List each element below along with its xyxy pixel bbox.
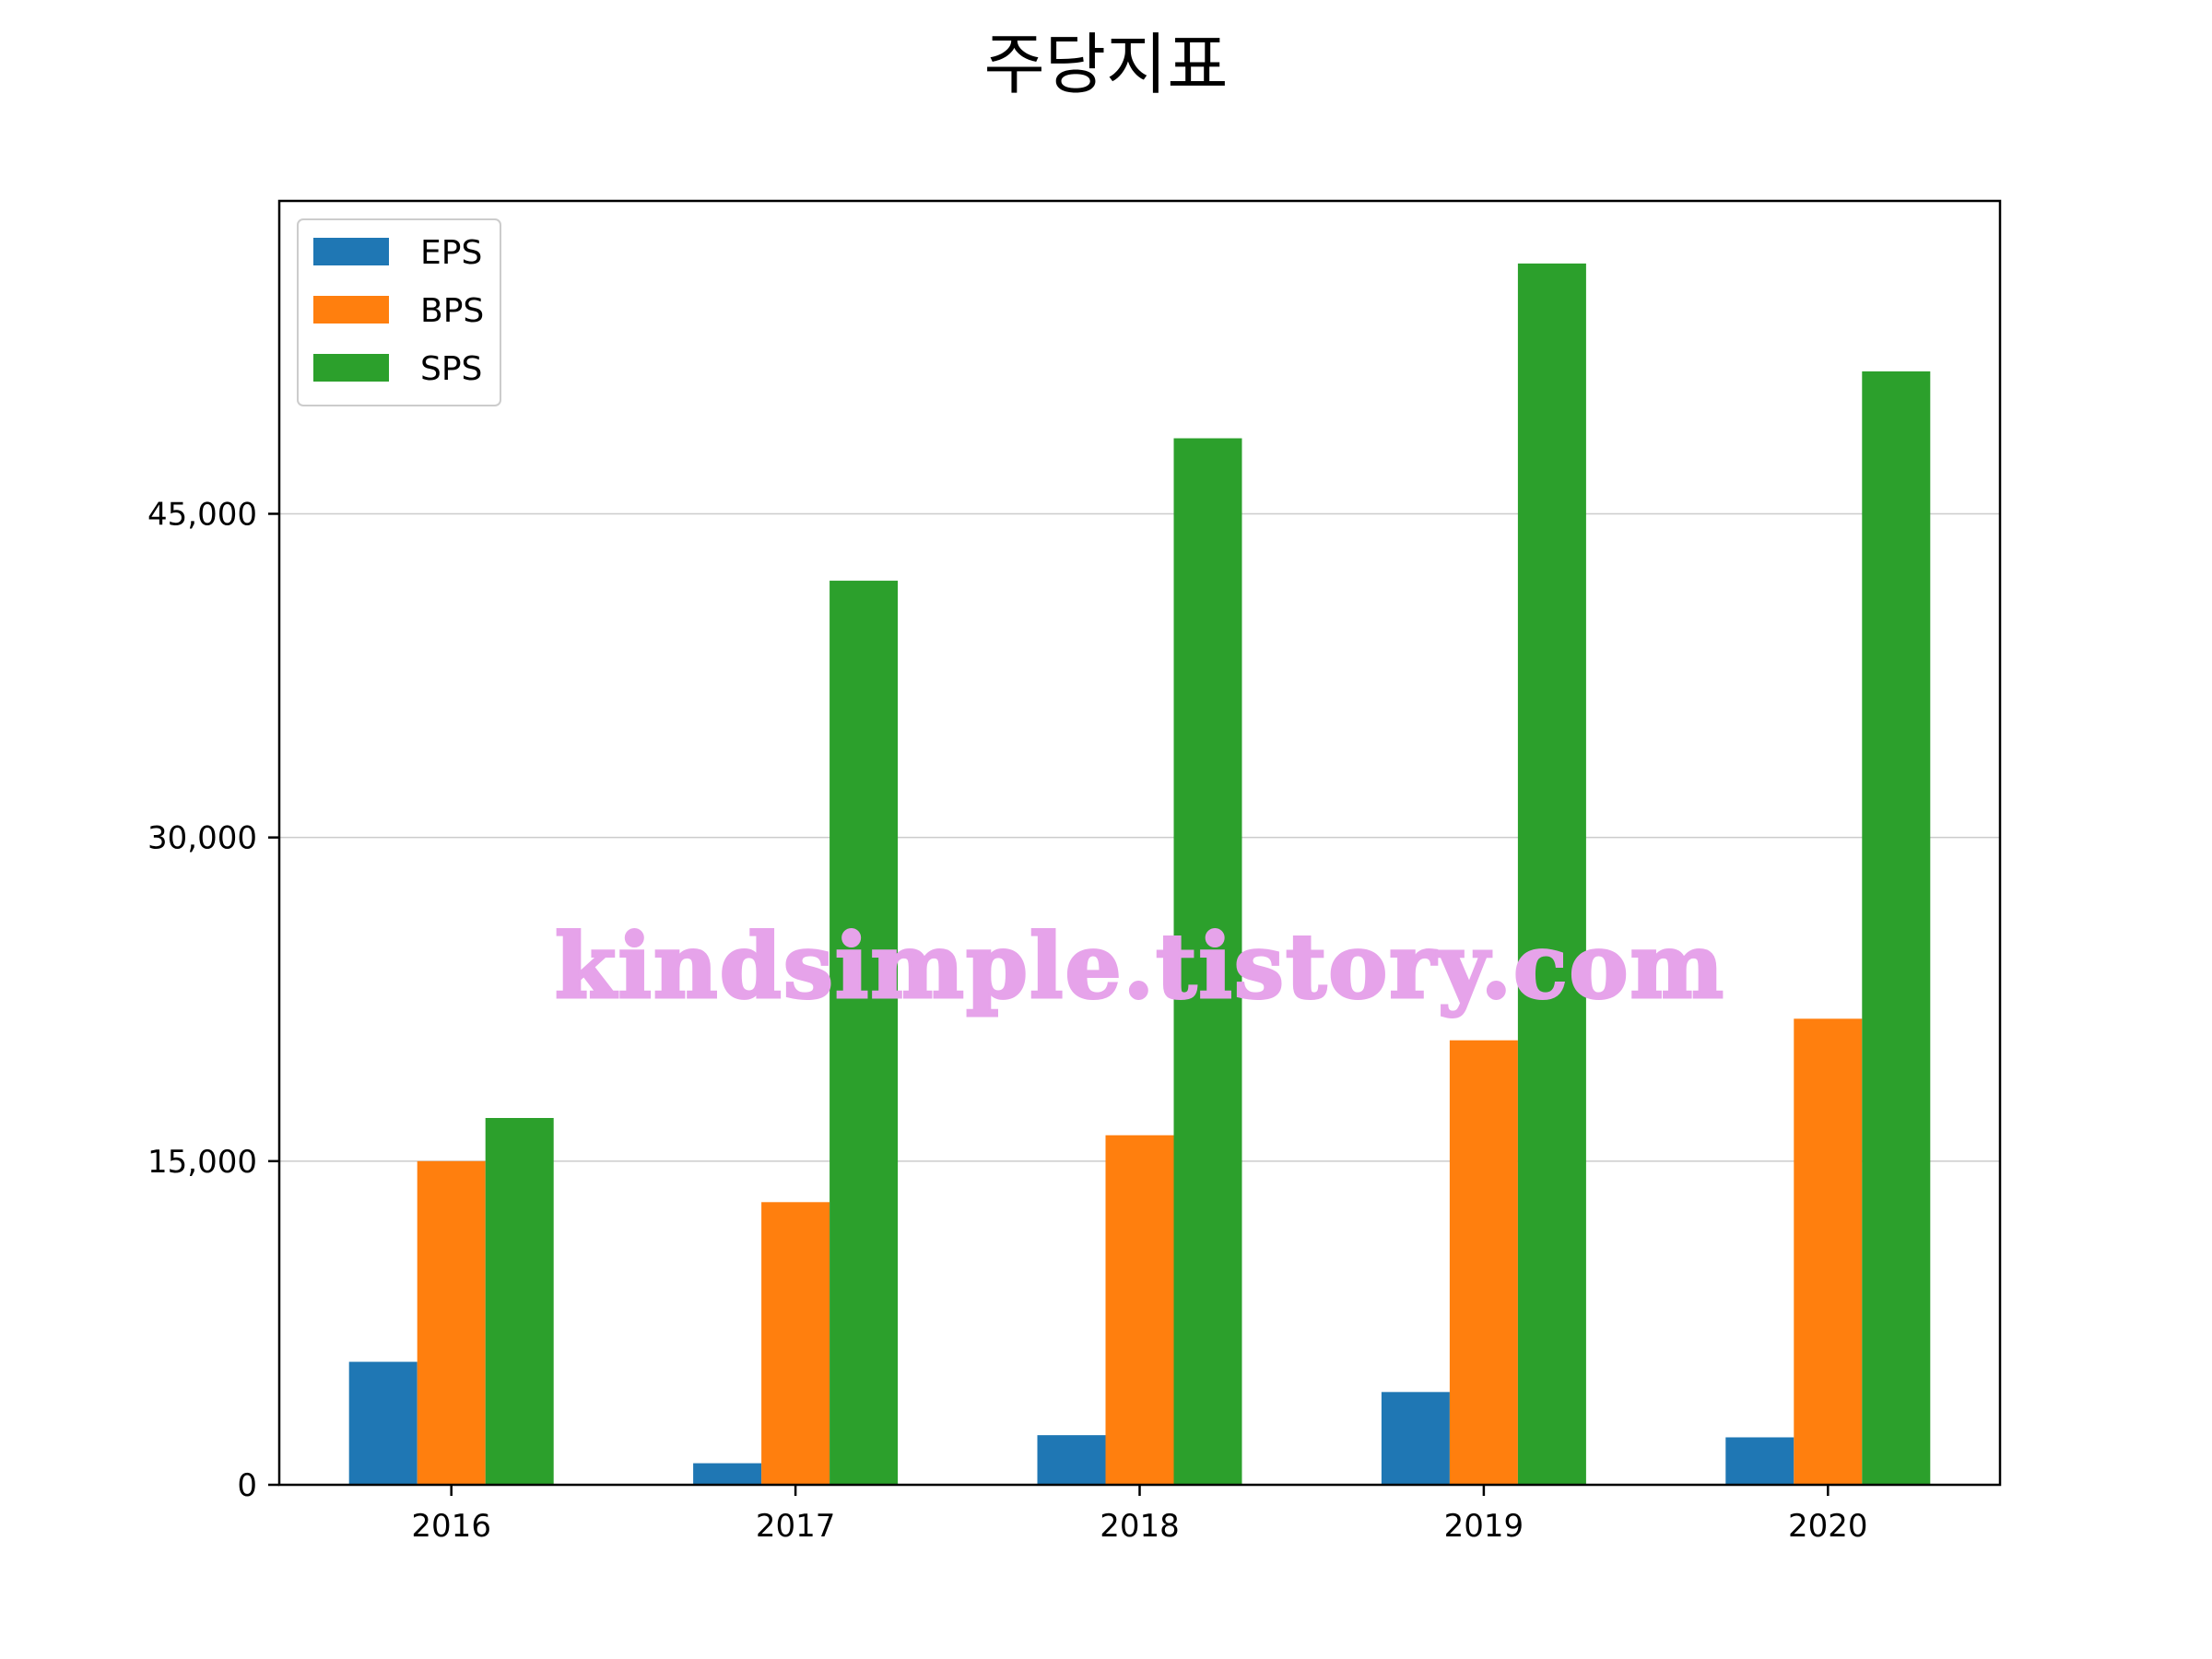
legend-label-bps: BPS xyxy=(420,292,484,330)
bar-sps-2017 xyxy=(830,581,899,1485)
y-tick-label: 30,000 xyxy=(147,820,257,857)
bar-bps-2017 xyxy=(761,1202,830,1485)
bar-eps-2020 xyxy=(1725,1437,1794,1485)
bar-eps-2016 xyxy=(348,1361,418,1485)
legend: EPS BPS SPS xyxy=(297,218,501,406)
y-axis: 0 15,000 30,000 45,000 xyxy=(147,496,279,1504)
x-tick-label: 2018 xyxy=(1100,1508,1180,1545)
legend-swatch-bps xyxy=(313,296,389,324)
legend-swatch-sps xyxy=(313,354,389,382)
y-tick-label: 15,000 xyxy=(147,1144,257,1181)
bar-bps-2020 xyxy=(1794,1018,1863,1485)
watermark: kindsimple.tistory.com xyxy=(555,914,1725,1018)
legend-label-eps: EPS xyxy=(420,234,482,272)
y-tick-label: 0 xyxy=(237,1467,257,1504)
bar-eps-2019 xyxy=(1381,1392,1450,1485)
plot-frame xyxy=(277,199,2002,1487)
x-tick-label: 2017 xyxy=(756,1508,836,1545)
bar-sps-2016 xyxy=(485,1118,554,1485)
bar-bps-2018 xyxy=(1105,1135,1174,1485)
legend-swatch-eps xyxy=(313,238,389,265)
x-tick-label: 2019 xyxy=(1444,1508,1524,1545)
y-tick-label: 45,000 xyxy=(147,496,257,533)
bars xyxy=(348,263,1931,1486)
gridlines xyxy=(279,512,2000,1162)
x-tick-label: 2016 xyxy=(411,1508,491,1545)
bar-sps-2019 xyxy=(1517,263,1586,1486)
bar-bps-2016 xyxy=(417,1160,486,1485)
bar-sps-2018 xyxy=(1173,438,1242,1485)
chart-title: 주당지표 xyxy=(984,26,1229,103)
x-axis: 2016 2017 2018 2019 2020 xyxy=(411,1485,1868,1545)
bar-sps-2020 xyxy=(1862,371,1931,1486)
x-tick-label: 2020 xyxy=(1788,1508,1868,1545)
legend-label-sps: SPS xyxy=(420,350,482,388)
bar-eps-2017 xyxy=(693,1463,762,1485)
bar-bps-2019 xyxy=(1449,1040,1518,1485)
bar-eps-2018 xyxy=(1037,1435,1106,1485)
